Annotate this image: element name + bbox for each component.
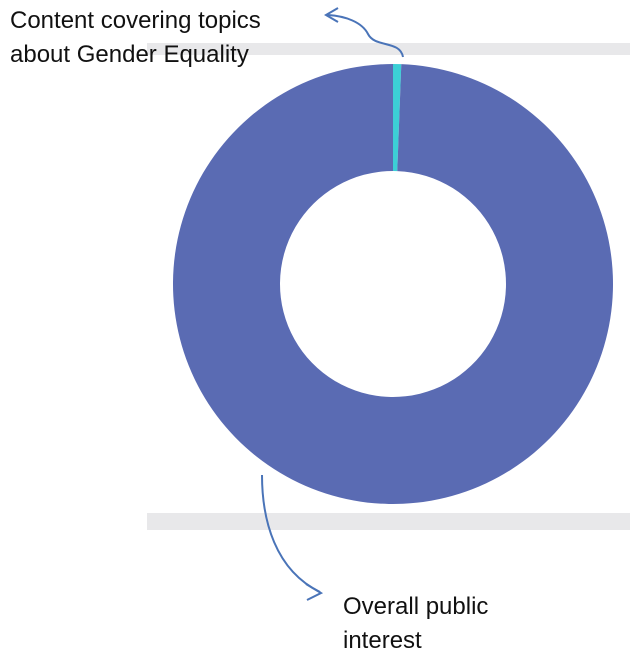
- donut-slice: [172, 64, 613, 505]
- arrow-head: [324, 7, 339, 23]
- arrow: [261, 474, 321, 593]
- donut-slice: [393, 64, 402, 172]
- arrow: [327, 14, 404, 58]
- slice-label: Overall public interest: [343, 593, 489, 654]
- slice-label: Content covering topics about Gender Equ…: [10, 7, 261, 68]
- arrow-head: [305, 583, 324, 601]
- top-band: [147, 43, 630, 55]
- donut: [172, 64, 613, 505]
- bottom-band: [147, 513, 630, 530]
